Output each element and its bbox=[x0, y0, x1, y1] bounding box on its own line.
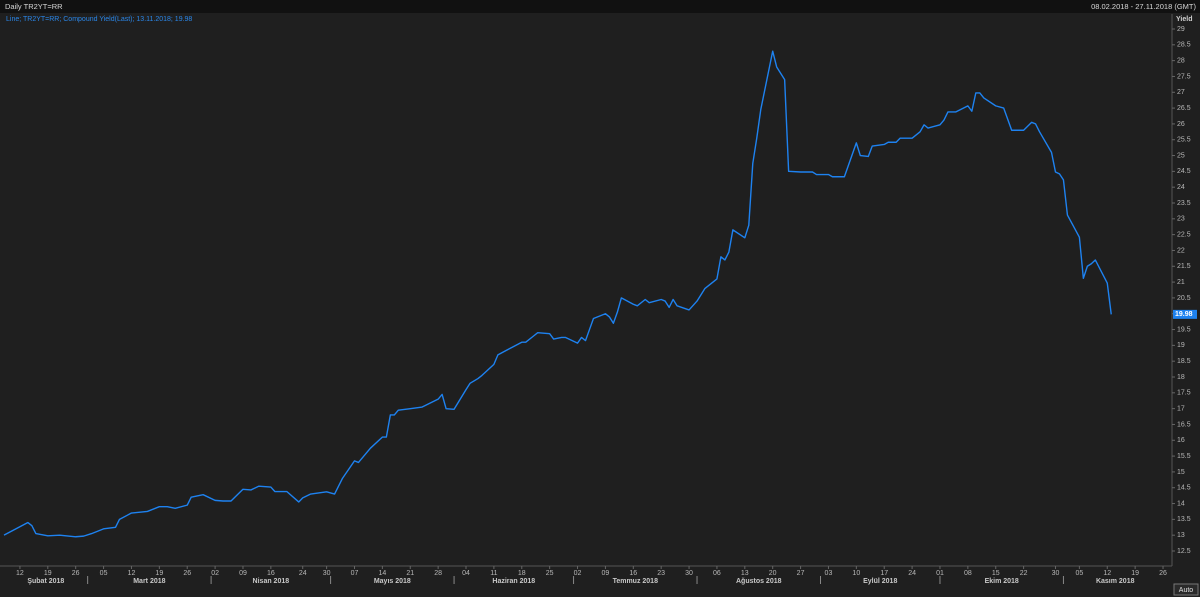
y-tick-label: 25.5 bbox=[1177, 137, 1191, 144]
y-tick-label: 27 bbox=[1177, 89, 1185, 96]
y-tick-label: 27.5 bbox=[1177, 73, 1191, 80]
y-tick-label: 26.5 bbox=[1177, 105, 1191, 112]
y-tick-label: 13 bbox=[1177, 532, 1185, 539]
x-tick-label: 21 bbox=[406, 570, 414, 577]
y-axis-label: Yield bbox=[1176, 16, 1192, 23]
y-tick-label: 19 bbox=[1177, 342, 1185, 349]
x-tick-label: 27 bbox=[797, 570, 805, 577]
x-tick-label: 09 bbox=[602, 570, 610, 577]
x-tick-label: 19 bbox=[155, 570, 163, 577]
x-tick-label: 08 bbox=[964, 570, 972, 577]
y-tick-label: 12.5 bbox=[1177, 548, 1191, 555]
month-label: Nisan 2018 bbox=[253, 578, 290, 585]
x-tick-label: 10 bbox=[852, 570, 860, 577]
x-tick-label: 23 bbox=[657, 570, 665, 577]
month-label: Şubat 2018 bbox=[27, 578, 64, 585]
month-label: Haziran 2018 bbox=[492, 578, 535, 585]
y-tick-label: 15 bbox=[1177, 469, 1185, 476]
y-tick-label: 16 bbox=[1177, 437, 1185, 444]
y-tick-label: 17.5 bbox=[1177, 390, 1191, 397]
month-label: Mart 2018 bbox=[133, 578, 165, 585]
y-tick-label: 28 bbox=[1177, 57, 1185, 64]
month-label: Temmuz 2018 bbox=[613, 578, 658, 585]
x-tick-label: 24 bbox=[299, 570, 307, 577]
y-tick-label: 28.5 bbox=[1177, 42, 1191, 49]
y-tick-label: 24.5 bbox=[1177, 168, 1191, 175]
x-tick-label: 26 bbox=[72, 570, 80, 577]
y-tick-label: 23 bbox=[1177, 216, 1185, 223]
y-tick-label: 17 bbox=[1177, 405, 1185, 412]
y-tick-label: 25 bbox=[1177, 152, 1185, 159]
y-tick-label: 26 bbox=[1177, 121, 1185, 128]
x-tick-label: 12 bbox=[128, 570, 136, 577]
x-tick-label: 05 bbox=[100, 570, 108, 577]
x-tick-label: 05 bbox=[1075, 570, 1083, 577]
x-tick-label: 26 bbox=[1159, 570, 1167, 577]
x-tick-label: 22 bbox=[1020, 570, 1028, 577]
header-bar bbox=[0, 0, 1200, 13]
y-tick-label: 18 bbox=[1177, 374, 1185, 381]
x-tick-label: 15 bbox=[992, 570, 1000, 577]
x-tick-label: 17 bbox=[880, 570, 888, 577]
x-tick-label: 26 bbox=[183, 570, 191, 577]
y-tick-label: 15.5 bbox=[1177, 453, 1191, 460]
legend-entry: Line; TR2YT=RR; Compound Yield(Last); 13… bbox=[6, 16, 192, 23]
auto-button[interactable] bbox=[1173, 583, 1199, 596]
last-value-label: 19.98 bbox=[1175, 311, 1193, 318]
x-tick-label: 19 bbox=[1131, 570, 1139, 577]
date-range: 08.02.2018 - 27.11.2018 (GMT) bbox=[1091, 2, 1196, 11]
x-tick-label: 24 bbox=[908, 570, 916, 577]
line-series bbox=[3, 50, 1112, 538]
x-tick-label: 13 bbox=[741, 570, 749, 577]
x-tick-label: 16 bbox=[629, 570, 637, 577]
x-tick-label: 30 bbox=[323, 570, 331, 577]
month-label: Ağustos 2018 bbox=[736, 578, 782, 585]
month-label: Eylül 2018 bbox=[863, 578, 897, 585]
x-tick-label: 02 bbox=[574, 570, 582, 577]
y-tick-label: 14 bbox=[1177, 500, 1185, 507]
x-tick-label: 09 bbox=[239, 570, 247, 577]
x-tick-label: 01 bbox=[936, 570, 944, 577]
y-tick-label: 22 bbox=[1177, 247, 1185, 254]
x-tick-label: 11 bbox=[490, 570, 497, 577]
y-tick-label: 14.5 bbox=[1177, 485, 1191, 492]
auto-button-label[interactable]: Auto bbox=[1179, 587, 1194, 594]
month-label: Kasım 2018 bbox=[1096, 578, 1135, 585]
y-tick-label: 18.5 bbox=[1177, 358, 1191, 365]
x-tick-label: 16 bbox=[267, 570, 275, 577]
y-tick-label: 20.5 bbox=[1177, 295, 1191, 302]
x-tick-label: 25 bbox=[546, 570, 554, 577]
y-tick-label: 22.5 bbox=[1177, 231, 1191, 238]
chart-title: Daily TR2YT=RR bbox=[5, 2, 63, 11]
x-tick-label: 30 bbox=[1052, 570, 1060, 577]
y-tick-label: 13.5 bbox=[1177, 516, 1191, 523]
x-tick-label: 02 bbox=[211, 570, 219, 577]
x-tick-label: 18 bbox=[518, 570, 526, 577]
x-tick-label: 07 bbox=[351, 570, 359, 577]
y-tick-label: 21 bbox=[1177, 279, 1185, 286]
x-tick-label: 12 bbox=[16, 570, 24, 577]
y-tick-label: 21.5 bbox=[1177, 263, 1191, 270]
x-tick-label: 19 bbox=[44, 570, 52, 577]
y-tick-label: 29 bbox=[1177, 26, 1185, 33]
x-tick-label: 06 bbox=[713, 570, 721, 577]
x-tick-label: 04 bbox=[462, 570, 470, 577]
month-label: Ekim 2018 bbox=[985, 578, 1019, 585]
x-tick-label: 14 bbox=[378, 570, 386, 577]
y-tick-label: 19.5 bbox=[1177, 326, 1191, 333]
y-tick-label: 23.5 bbox=[1177, 200, 1191, 207]
y-tick-label: 24 bbox=[1177, 184, 1185, 191]
y-tick-label: 16.5 bbox=[1177, 421, 1191, 428]
x-tick-label: 20 bbox=[769, 570, 777, 577]
x-tick-label: 28 bbox=[434, 570, 442, 577]
x-tick-label: 30 bbox=[685, 570, 693, 577]
month-label: Mayıs 2018 bbox=[374, 578, 411, 585]
x-tick-label: 03 bbox=[825, 570, 833, 577]
x-tick-label: 12 bbox=[1103, 570, 1111, 577]
last-value-flag bbox=[1173, 309, 1197, 319]
